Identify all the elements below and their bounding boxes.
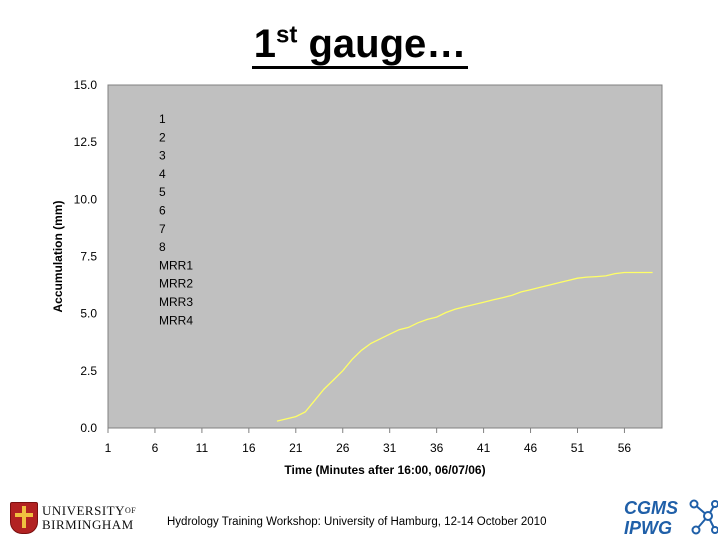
legend-entry: 5: [159, 185, 166, 199]
legend-entry: 2: [159, 130, 166, 144]
footer-text: Hydrology Training Workshop: University …: [167, 516, 547, 528]
y-tick-label: 0.0: [80, 421, 97, 435]
legend-entry: 6: [159, 204, 166, 218]
title-rest: gauge…: [297, 22, 467, 66]
cgms-ipwg-logo: CGMS IPWG: [624, 498, 718, 538]
x-axis-label: Time (Minutes after 16:00, 06/07/06): [284, 463, 485, 477]
title-number: 1: [253, 22, 276, 66]
y-tick-label: 12.5: [74, 135, 98, 149]
x-tick-label: 56: [618, 441, 632, 455]
logo-of: OF: [125, 506, 137, 515]
x-tick-label: 31: [383, 441, 397, 455]
network-icon: [689, 499, 718, 535]
university-of-birmingham-logo: UNIVERSITYOF BIRMINGHAM: [10, 502, 145, 534]
x-tick-label: 36: [430, 441, 444, 455]
legend-entry: 1: [159, 112, 166, 126]
legend-entry: 7: [159, 222, 166, 236]
x-tick-label: 26: [336, 441, 350, 455]
legend-entry: 8: [159, 240, 166, 254]
legend-entry: MRR1: [159, 258, 193, 272]
x-tick-label: 46: [524, 441, 538, 455]
legend-entry: MRR3: [159, 295, 193, 309]
plot-area: [107, 84, 663, 429]
y-tick-label: 5.0: [80, 307, 97, 321]
accumulation-chart: 15.012.510.07.55.02.50.01 6 11 16 21 26 31 36 41…: [51, 78, 663, 477]
y-tick-label: 2.5: [80, 364, 97, 378]
legend-entry: 4: [159, 167, 166, 181]
y-tick-label: 7.5: [80, 250, 97, 264]
x-tick-label: 51: [571, 441, 585, 455]
y-axis-label: Accumulation (mm): [51, 200, 65, 312]
x-tick-label: 11: [196, 441, 209, 455]
x-tick-label: 21: [289, 441, 303, 455]
series-line-1: [276, 271, 653, 422]
legend-entry: 3: [159, 149, 166, 163]
university-logo-text: UNIVERSITYOF BIRMINGHAM: [42, 504, 136, 532]
logo-line-birmingham: BIRMINGHAM: [42, 517, 134, 532]
y-tick-label: 15.0: [74, 78, 98, 92]
cgms-logo-text: CGMS: [624, 498, 678, 518]
x-tick-label: 41: [477, 441, 491, 455]
logo-line-university: UNIVERSITY: [42, 503, 125, 518]
x-tick-label: 6: [152, 441, 159, 455]
x-tick-label: 16: [242, 441, 256, 455]
y-tick-label: 10.0: [74, 192, 98, 206]
x-tick-label: 1: [105, 441, 112, 455]
title-superscript: st: [276, 21, 298, 49]
crest-icon: [10, 502, 38, 534]
ipwg-logo-text: IPWG: [624, 518, 672, 538]
slide-title: 1st gauge…: [0, 22, 720, 69]
legend-entry: MRR2: [159, 277, 193, 291]
legend-entry: MRR4: [159, 313, 193, 327]
